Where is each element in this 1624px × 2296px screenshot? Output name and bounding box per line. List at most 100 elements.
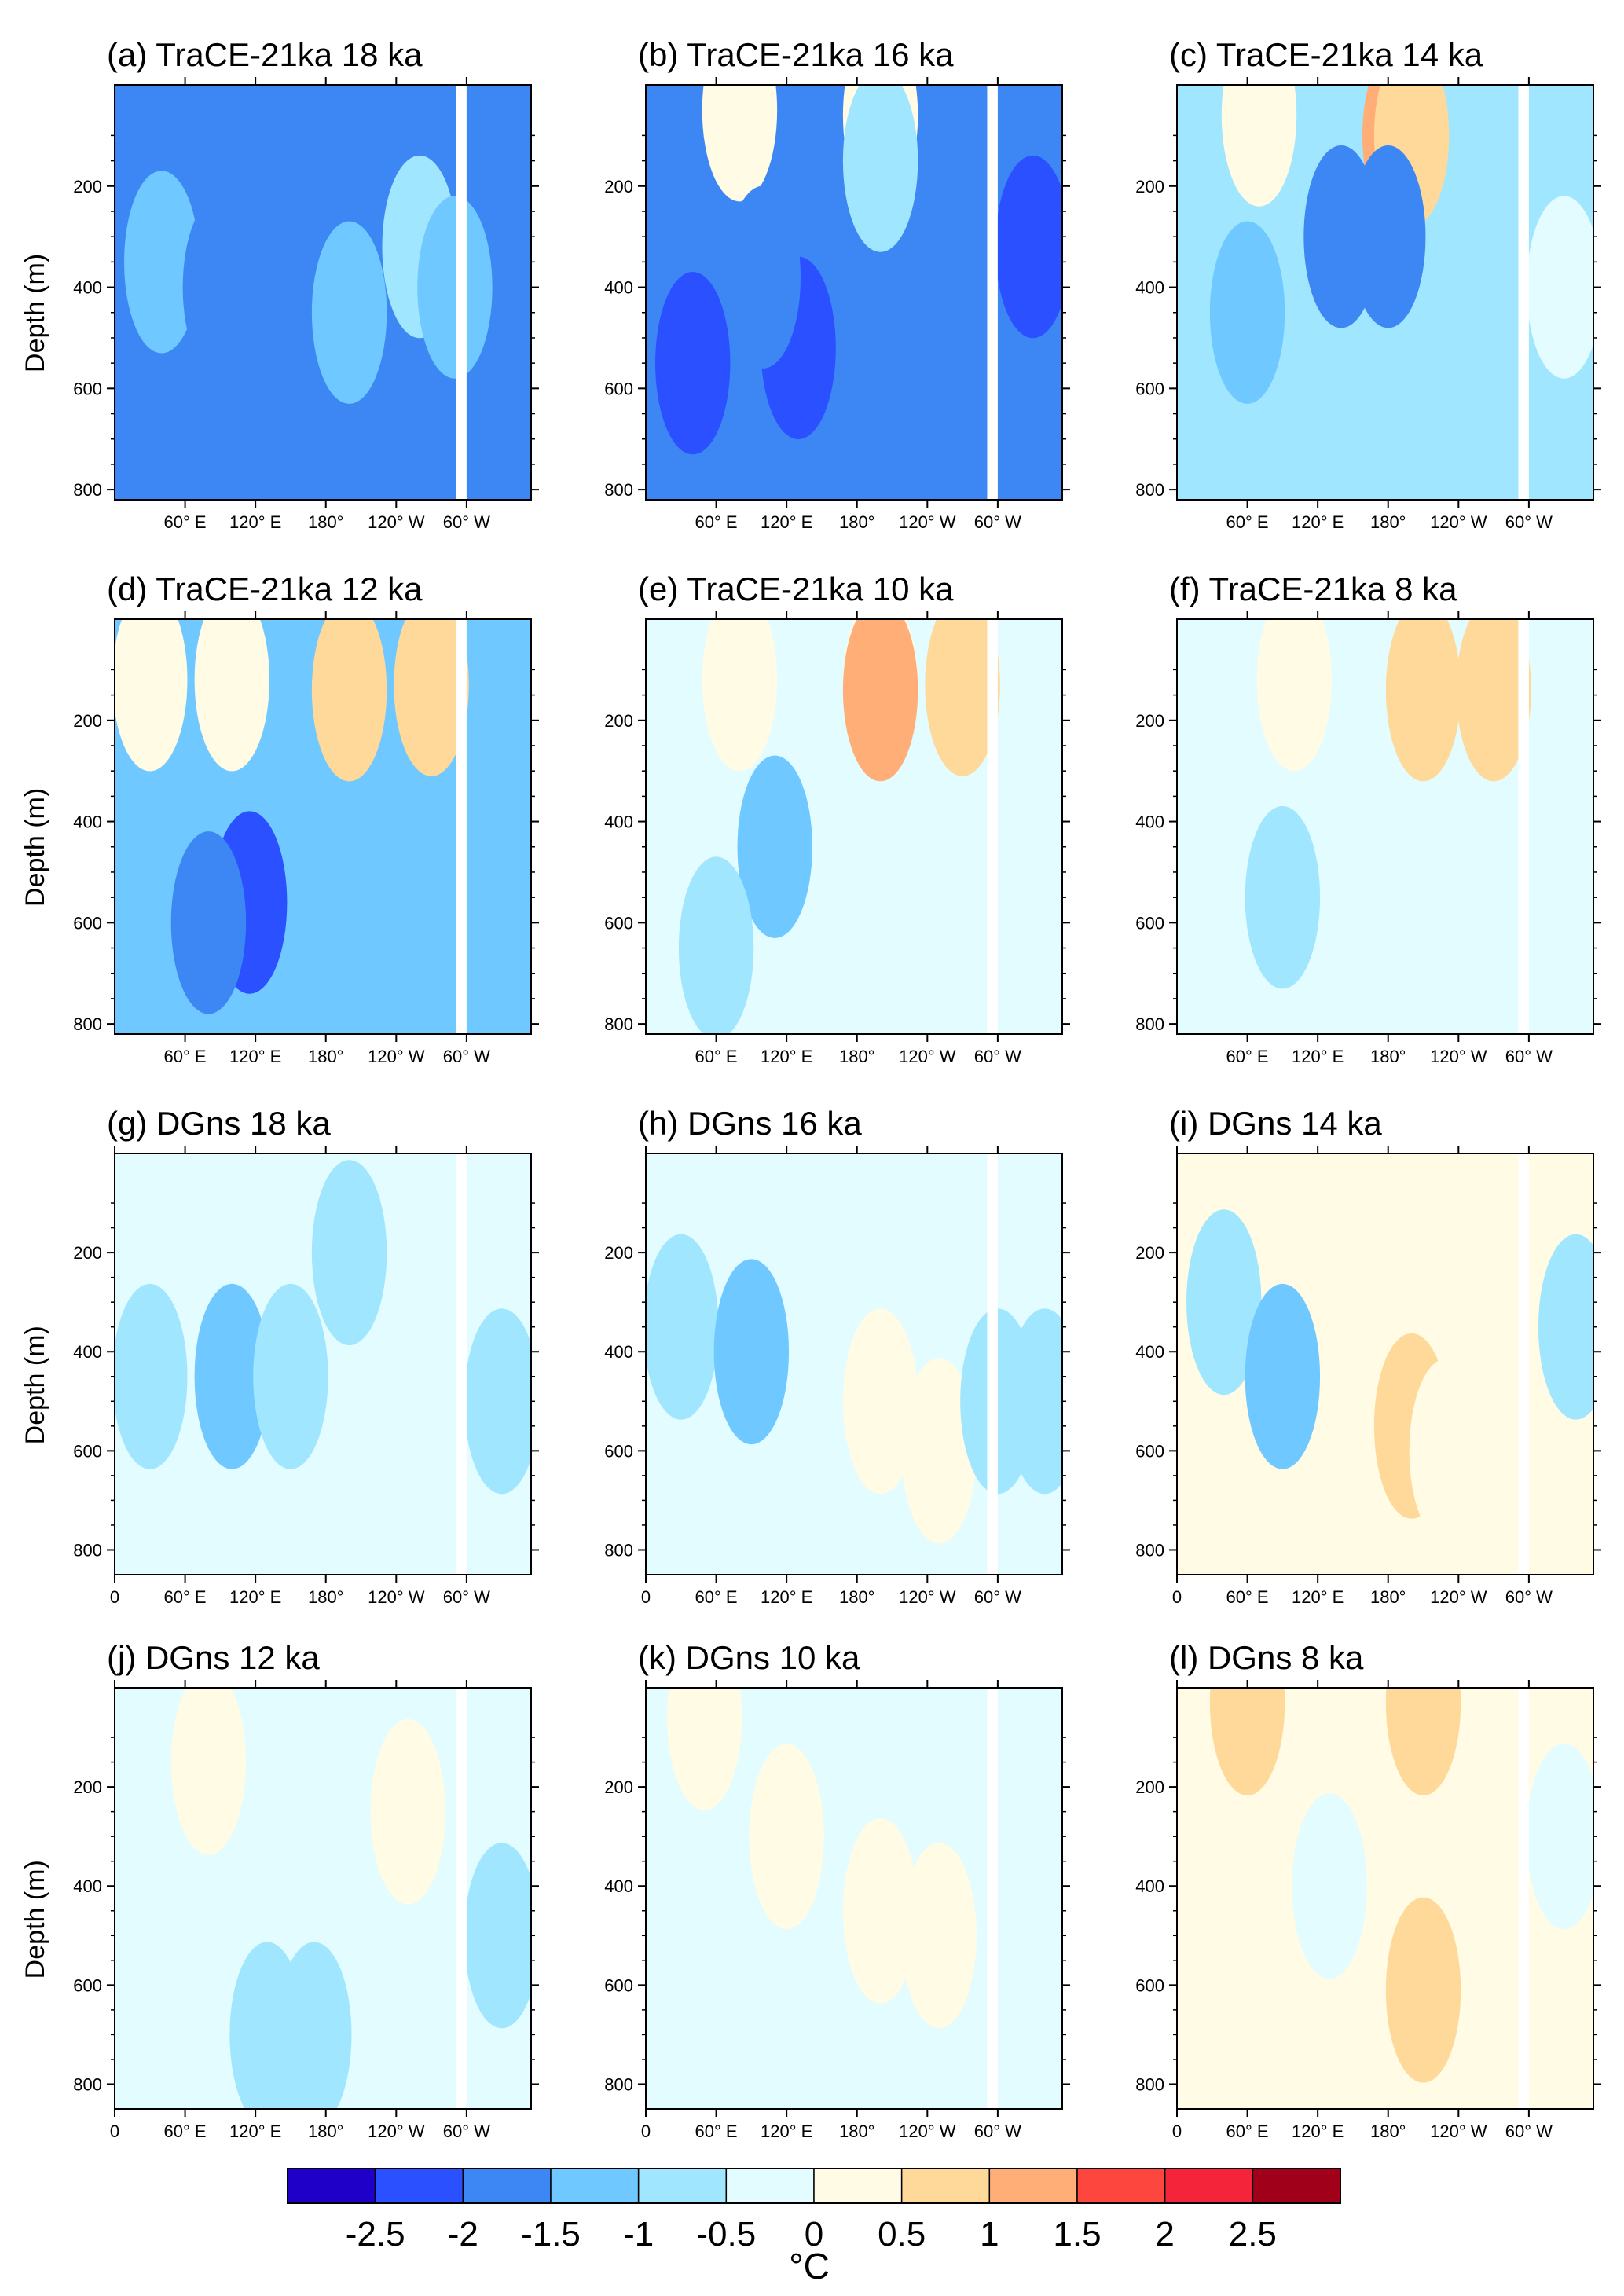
y-tick-label: 600	[73, 913, 102, 933]
x-tick-label: 0	[110, 1587, 119, 1607]
x-tick-label: 0	[641, 2122, 651, 2141]
x-tick-label: 60° W	[1505, 512, 1553, 532]
panel-field	[646, 619, 1062, 1034]
anomaly-patch	[370, 1718, 445, 1905]
x-tick-label: 180°	[839, 512, 875, 532]
x-tick-label: 60° E	[695, 512, 738, 532]
anomaly-patch	[646, 1234, 719, 1420]
x-tick-label: 180°	[839, 1587, 875, 1607]
panel-2: (c) TraCE-21ka 14 ka 60° E 120° E 180° 120° …	[1135, 36, 1601, 532]
x-tick-label: 60° W	[443, 1047, 490, 1066]
panel-title: (a) TraCE-21ka 18 ka	[107, 36, 423, 73]
x-tick-label: 180°	[308, 1587, 344, 1607]
colorbar-swatch	[725, 2168, 815, 2204]
missing-data-column	[987, 1154, 998, 1575]
panel-field	[646, 1154, 1062, 1575]
panel-frame	[1176, 618, 1594, 1035]
panel-field	[115, 619, 531, 1034]
anomaly-patch	[713, 1259, 790, 1445]
x-tick-label: 120° W	[368, 2122, 425, 2141]
anomaly-patch	[115, 619, 188, 772]
panel-field	[1177, 85, 1593, 500]
x-tick-label: 60° W	[974, 512, 1021, 532]
y-tick-label: 200	[73, 1243, 102, 1263]
anomaly-patch	[702, 85, 778, 202]
y-tick-label: 800	[1135, 1540, 1164, 1560]
panel-11: (l) DGns 8 ka 0 60° E 120° E 180° 120° W 60° W…	[1135, 1639, 1601, 2141]
y-tick-label: 400	[1135, 1876, 1164, 1896]
missing-data-column	[456, 85, 467, 500]
missing-data-column	[1518, 1688, 1529, 2109]
anomaly-patch	[725, 185, 801, 369]
x-tick-label: 60° W	[443, 2122, 490, 2141]
colorbar: -2.5 -2 -1.5 -1 -0.5 0 0.5 1 1.5 2 2.5	[287, 2168, 1341, 2254]
x-tick-label: 180°	[308, 2122, 344, 2141]
anomaly-patch	[464, 1843, 531, 2029]
x-tick-label: 0	[110, 2122, 119, 2141]
x-tick-label: 60° W	[443, 1587, 490, 1607]
y-tick-label: 600	[604, 379, 633, 398]
colorbar-tick-label: -1	[623, 2215, 654, 2254]
missing-data-column	[456, 1688, 467, 2109]
panel-frame	[114, 1153, 532, 1575]
anomaly-patch	[842, 1308, 918, 1495]
panel-title: (g) DGns 18 ka	[107, 1105, 331, 1142]
x-tick-label: 60° E	[1226, 1047, 1269, 1066]
missing-data-column	[987, 85, 998, 500]
panel-frame	[1176, 1687, 1594, 2110]
panel-frame	[645, 1687, 1063, 2110]
panel-title: (b) TraCE-21ka 16 ka	[638, 36, 954, 73]
colorbar-swatch	[900, 2168, 991, 2204]
anomaly-patch	[277, 1942, 352, 2109]
panel-9: (j) DGns 12 ka 0 60° E 120° E 180° 120° W 60° …	[20, 1639, 539, 2141]
x-tick-label: 120° W	[899, 512, 956, 532]
colorbar-tick-label: 0.5	[878, 2215, 926, 2254]
colorbar-tick-label: 2.5	[1229, 2215, 1277, 2254]
anomaly-patch	[115, 1283, 188, 1469]
panel-field	[1177, 1154, 1593, 1575]
panel-3: (d) TraCE-21ka 12 ka 60° E 120° E 180° 120° …	[20, 570, 539, 1066]
x-tick-label: 120° W	[1430, 1047, 1487, 1066]
y-tick-label: 800	[1135, 1014, 1164, 1034]
panel-field	[1177, 619, 1593, 1034]
x-tick-label: 60° E	[1226, 512, 1269, 532]
panel-field	[1177, 1688, 1593, 2109]
y-tick-label: 400	[604, 1342, 633, 1362]
y-tick-label: 400	[604, 278, 633, 298]
x-tick-label: 120° W	[368, 1587, 425, 1607]
panel-frame	[645, 84, 1063, 501]
y-tick-label: 400	[73, 812, 102, 832]
y-tick-label: 800	[604, 1014, 633, 1034]
anomaly-patch	[737, 755, 812, 938]
anomaly-patch	[311, 1160, 387, 1346]
missing-data-column	[1518, 619, 1529, 1034]
panel-10: (k) DGns 10 ka 0 60° E 120° E 180° 120° W 60° …	[604, 1639, 1070, 2141]
anomaly-patch	[1526, 196, 1593, 379]
x-tick-label: 180°	[839, 1047, 875, 1066]
panel-title: (e) TraCE-21ka 10 ka	[638, 570, 954, 607]
panel-field	[115, 1154, 531, 1575]
colorbar-tick-label: -2.5	[346, 2215, 405, 2254]
anomaly-patch	[194, 1283, 269, 1469]
x-tick-label: 60° E	[695, 1047, 738, 1066]
anomaly-patch	[1456, 619, 1531, 782]
y-tick-label: 200	[604, 711, 633, 731]
colorbar-swatch	[1252, 2168, 1341, 2204]
anomaly-patch	[1209, 221, 1285, 404]
panel-0: (a) TraCE-21ka 18 ka 60° E 120° E 180° 120° …	[20, 36, 539, 532]
y-tick-label: 600	[604, 1441, 633, 1461]
anomaly-patch	[1292, 1793, 1367, 1979]
panel-frame	[114, 618, 532, 1035]
y-axis-label: Depth (m)	[20, 788, 50, 907]
panel-frame	[645, 618, 1063, 1035]
y-tick-label: 800	[73, 2074, 102, 2094]
anomaly-patch	[1385, 619, 1461, 782]
missing-data-column	[1518, 1154, 1529, 1575]
y-tick-label: 800	[1135, 480, 1164, 500]
x-tick-label: 120° W	[1430, 1587, 1487, 1607]
x-tick-label: 0	[1172, 1587, 1182, 1607]
anomaly-patch	[925, 619, 1000, 776]
colorbar-swatch	[287, 2168, 376, 2204]
anomaly-patch	[182, 196, 258, 379]
x-tick-label: 120° E	[1292, 2122, 1344, 2141]
